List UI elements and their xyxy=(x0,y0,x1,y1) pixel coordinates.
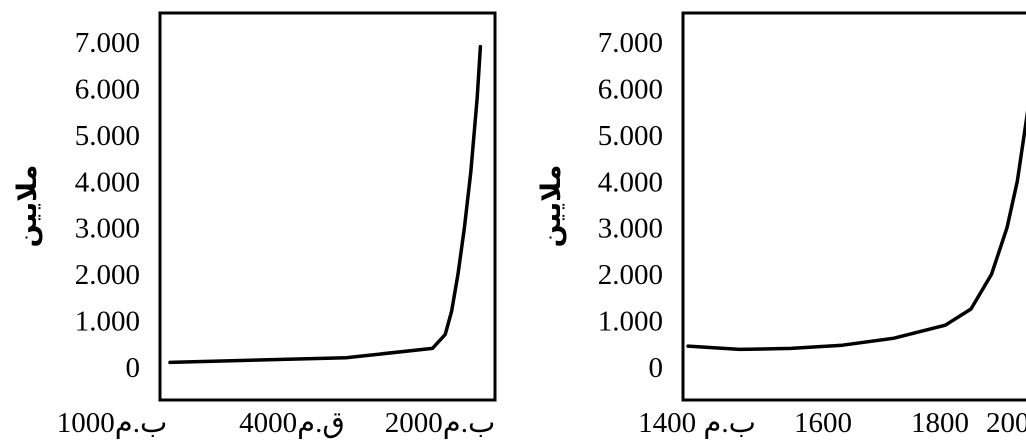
y-tick-label: 1.000 xyxy=(598,306,663,338)
y-tick-label: 6.000 xyxy=(598,73,663,105)
y-tick-label: 4.000 xyxy=(75,166,140,198)
y-ticks-left: 7.000 6.000 5.000 4.000 3.000 2.000 1.000 0 xyxy=(75,27,140,384)
x-tick-label: 4000ق.م xyxy=(239,407,345,439)
series-line-right xyxy=(686,109,1026,352)
y-tick-label: 0 xyxy=(649,352,664,384)
y-tick-label: 2.000 xyxy=(75,259,140,291)
x-tick-label: 1400 ب.م xyxy=(638,407,756,439)
x-tick-label: 2000 xyxy=(986,407,1026,439)
x-tick-label: 1000ب.م xyxy=(57,407,168,439)
x-tick-label: 1800 xyxy=(911,407,969,439)
plot-frame-left xyxy=(158,11,497,402)
y-tick-label: 6.000 xyxy=(75,73,140,105)
x-tick-label: 1600 xyxy=(794,407,852,439)
chart-right: ملايين 7.000 6.000 5.000 4.000 3.000 2.000 1.0… xyxy=(536,11,1026,439)
series-left xyxy=(168,44,483,365)
y-tick-label: 7.000 xyxy=(75,27,140,59)
y-tick-label: 2.000 xyxy=(598,259,663,291)
y-axis-label-left: ملايين xyxy=(12,165,43,248)
plot-frame-right xyxy=(681,11,1026,402)
y-tick-label: 3.000 xyxy=(75,213,140,245)
chart-left: ملايين 7.000 6.000 5.000 4.000 3.000 2.000 1.0… xyxy=(12,11,497,439)
x-ticks-right: 1400 ب.م 1600 1800 2000 xyxy=(638,407,1026,439)
series-line-left xyxy=(168,44,483,365)
y-tick-label: 5.000 xyxy=(598,120,663,152)
y-tick-label: 1.000 xyxy=(75,306,140,338)
y-tick-label: 4.000 xyxy=(598,166,663,198)
y-tick-label: 5.000 xyxy=(75,120,140,152)
series-right xyxy=(686,109,1026,352)
y-tick-label: 7.000 xyxy=(598,27,663,59)
y-axis-label-right: ملايين xyxy=(536,165,567,248)
y-tick-label: 0 xyxy=(126,352,141,384)
x-ticks-left: 1000ب.م 4000ق.م 2000ب.م xyxy=(57,407,496,439)
x-tick-label: 2000ب.م xyxy=(385,407,496,439)
y-tick-label: 3.000 xyxy=(598,213,663,245)
y-ticks-right: 7.000 6.000 5.000 4.000 3.000 2.000 1.000 0 xyxy=(598,27,663,384)
